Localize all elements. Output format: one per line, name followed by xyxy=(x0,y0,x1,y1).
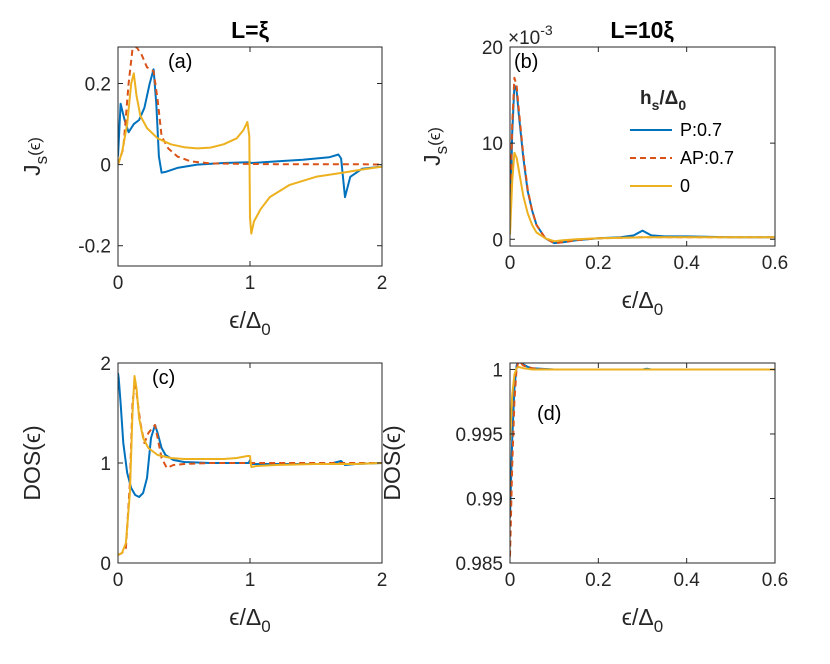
y-tick-label: 0.985 xyxy=(455,554,503,575)
x-tick-label: 1 xyxy=(245,273,256,294)
x-tick-label: 0.2 xyxy=(585,253,611,274)
y-axis-label: Js(ϵ) xyxy=(19,137,51,176)
y-tick-label: 10 xyxy=(482,134,503,155)
x-tick-label: 0 xyxy=(505,253,516,274)
panel-b: 0 0.2 0.4 0.601020ϵ/Δ0Js(ϵ)(b)hs/Δ0P:0.7AP:… xyxy=(419,38,788,319)
y-axis-label-main: DOS(ϵ) xyxy=(19,425,45,500)
y-axis-label-main: DOS(ϵ) xyxy=(379,425,405,500)
legend-title-sub: s xyxy=(652,97,660,113)
x-axis-label: ϵ/Δ0 xyxy=(229,604,270,636)
x-tick-label: 2 xyxy=(377,273,388,294)
y-tick-label: 2 xyxy=(100,354,111,375)
panel-label-c: (c) xyxy=(152,367,175,389)
y-axis-label-rest: (ϵ) xyxy=(25,137,44,156)
y-axis-label-main: J xyxy=(419,154,445,166)
x-tick-label: 0.6 xyxy=(762,570,788,591)
legend-title-rest: /Δ xyxy=(659,88,678,109)
legend-label-P: P:0.7 xyxy=(680,120,722,140)
x-tick-label: 0.4 xyxy=(673,253,700,274)
legend-title-main: h xyxy=(640,88,652,109)
x-axis-label-main: ϵ/Δ xyxy=(229,604,261,630)
series-line-a-zero xyxy=(118,72,382,235)
y-tick-label: 0.995 xyxy=(455,425,503,446)
series-line-b-zero xyxy=(510,151,775,243)
x-axis-label: ϵ/Δ0 xyxy=(622,604,663,636)
y-axis-label-sub: s xyxy=(32,156,51,165)
x-tick-label: 0 xyxy=(113,570,124,591)
y-tick-label: -0.2 xyxy=(78,237,111,258)
y-tick-label: 1 xyxy=(100,454,111,475)
legend-label-AP: AP:0.7 xyxy=(680,148,734,168)
y-axis-label-main: J xyxy=(19,164,45,176)
x-axis-label: ϵ/Δ0 xyxy=(622,287,663,319)
y-tick-label: 0 xyxy=(100,156,111,177)
panel-label-a: (a) xyxy=(168,51,192,73)
series-line-a-P xyxy=(118,68,382,199)
x-axis-label-sub: 0 xyxy=(654,300,663,319)
x-axis-label-main: ϵ/Δ xyxy=(622,604,654,630)
y-axis-label: DOS(ϵ) xyxy=(379,425,405,500)
panel-a-title: L=ξ xyxy=(231,17,269,43)
panel-label-b: (b) xyxy=(514,51,538,73)
y-axis-label: Js(ϵ) xyxy=(419,127,451,166)
series-line-c-AP xyxy=(118,380,382,556)
x-tick-label: 1 xyxy=(245,570,256,591)
y-axis-label-sub: s xyxy=(432,146,451,155)
x-tick-label: 0.4 xyxy=(673,570,700,591)
y-tick-label: 0 xyxy=(100,554,111,575)
y-tick-label: 1 xyxy=(492,360,503,381)
series-line-a-AP xyxy=(118,47,382,166)
x-tick-label: 0.2 xyxy=(585,570,611,591)
x-tick-label: 0 xyxy=(113,273,124,294)
y-tick-label: 0 xyxy=(492,230,503,251)
y-tick-label: 20 xyxy=(482,38,503,59)
panel-b-title: L=10ξ xyxy=(610,17,674,43)
x-axis-label-main: ϵ/Δ xyxy=(229,307,261,333)
x-axis-label-sub: 0 xyxy=(261,320,270,339)
panel-label-d: (d) xyxy=(537,403,561,425)
x-axis-label-main: ϵ/Δ xyxy=(622,287,654,313)
x-tick-label: 0.6 xyxy=(762,253,788,274)
axes-frame-d xyxy=(509,362,776,564)
y-axis-label-rest: (ϵ) xyxy=(425,127,444,146)
y-tick-label: 0.2 xyxy=(85,75,111,96)
y-axis-label: DOS(ϵ) xyxy=(19,425,45,500)
series-line-c-zero xyxy=(118,375,382,556)
series-line-d-zero xyxy=(510,365,775,441)
y-tick-label: 0.99 xyxy=(466,489,503,510)
legend-title-sub0: 0 xyxy=(678,97,686,113)
legend-label-zero: 0 xyxy=(680,176,690,196)
x-axis-label-sub: 0 xyxy=(261,617,270,636)
axes-frame-b xyxy=(509,46,776,247)
panel-b-multiplier: ×10-3 xyxy=(508,22,553,49)
legend-title: hs/Δ0 xyxy=(640,88,686,113)
x-axis-label: ϵ/Δ0 xyxy=(229,307,270,339)
x-axis-label-sub: 0 xyxy=(654,617,663,636)
x-tick-label: 0 xyxy=(505,570,516,591)
x-tick-label: 2 xyxy=(377,570,388,591)
